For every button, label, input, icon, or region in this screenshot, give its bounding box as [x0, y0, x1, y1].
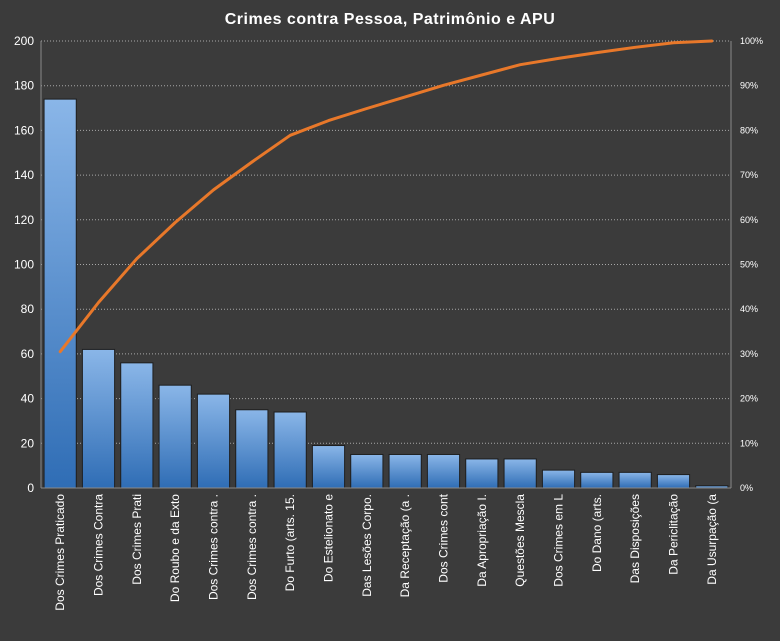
x-tick-label: Da Periclitação: [667, 494, 681, 575]
bar: [465, 458, 499, 489]
bars: [43, 98, 729, 489]
bar: [656, 474, 691, 489]
y2-tick-label: 60%: [740, 215, 758, 225]
x-tick-label: Da Apropriação I.: [475, 494, 489, 587]
x-tick-label: Dos Crimes Contra: [92, 494, 106, 596]
bar: [541, 469, 576, 489]
bar: [235, 409, 269, 489]
y-tick-label: 60: [21, 347, 35, 361]
y2-tick-label: 20%: [740, 394, 758, 404]
x-tick-label: Da Usurpação (a: [705, 494, 719, 585]
x-tick-label: Dos Crimes Praticado: [53, 494, 67, 611]
y2-tick-label: 90%: [740, 81, 758, 91]
cumulative-percent-line: [58, 39, 714, 354]
y-tick-label: 200: [14, 34, 34, 48]
bar: [426, 453, 461, 489]
x-tick-label: Dos Crimes em L: [552, 494, 566, 587]
y2-tick-label: 50%: [740, 260, 758, 270]
y2-tick-label: 10%: [740, 438, 758, 448]
bar: [196, 393, 231, 489]
y-tick-label: 160: [14, 123, 34, 137]
y2-tick-label: 40%: [740, 304, 758, 314]
y-tick-label: 20: [21, 436, 35, 450]
y2-tick-label: 80%: [740, 125, 758, 135]
x-tick-label: Das Lesões Corpo.: [360, 494, 374, 597]
y-tick-label: 120: [14, 213, 34, 227]
y-tick-label: 40: [21, 392, 35, 406]
x-tick-label: Dos Crimes contra .: [245, 494, 259, 600]
y2-tick-label: 70%: [740, 170, 758, 180]
y-tick-label: 140: [14, 168, 34, 182]
x-axis: Dos Crimes Praticado Dos Crimes Contra Dos…: [41, 487, 731, 611]
y2-tick-label: 100%: [740, 36, 763, 46]
bar: [503, 458, 537, 489]
x-tick-label: Do Furto (arts. 15.: [283, 494, 297, 591]
bar: [273, 411, 307, 489]
gridlines: [41, 40, 731, 444]
x-tick-label: Dos Crimes cont: [437, 493, 451, 582]
bar: [580, 471, 614, 489]
y-tick-label: 100: [14, 258, 34, 272]
y-axis-left: 0 20 40 60 80 100 120 140 160 180 200: [14, 34, 42, 495]
x-tick-label: Dos Crimes Prati: [130, 494, 144, 585]
bar: [618, 471, 652, 489]
bar: [311, 445, 346, 489]
x-tick-label: Das Disposições: [628, 494, 642, 583]
y2-tick-label: 0%: [740, 483, 753, 493]
y2-tick-label: 30%: [740, 349, 758, 359]
bar: [81, 348, 116, 489]
bar: [120, 362, 154, 489]
x-tick-label: Dos Crimes contra .: [207, 494, 221, 600]
y-tick-label: 180: [14, 79, 34, 93]
y-tick-label: 0: [27, 481, 34, 495]
cumulative-line: [58, 39, 714, 354]
bar: [388, 453, 422, 489]
bar: [43, 98, 77, 489]
x-tick-label: Do Roubo e da Exto: [168, 494, 182, 602]
x-tick-label: Da Receptação (a .: [398, 494, 412, 597]
y-tick-label: 80: [21, 302, 35, 316]
bar: [350, 453, 384, 489]
chart-title: Crimes contra Pessoa, Patrimônio e APU: [225, 11, 556, 28]
x-tick-label: Do Dano (arts.: [590, 494, 604, 572]
y-axis-right: 0% 10% 20% 30% 40% 50% 60% 70% 80% 90% 100%: [730, 36, 763, 493]
x-tick-label: Do Estelionato e: [322, 494, 336, 582]
bar: [158, 384, 192, 489]
x-tick-label: Questões Mescla: [513, 494, 527, 587]
